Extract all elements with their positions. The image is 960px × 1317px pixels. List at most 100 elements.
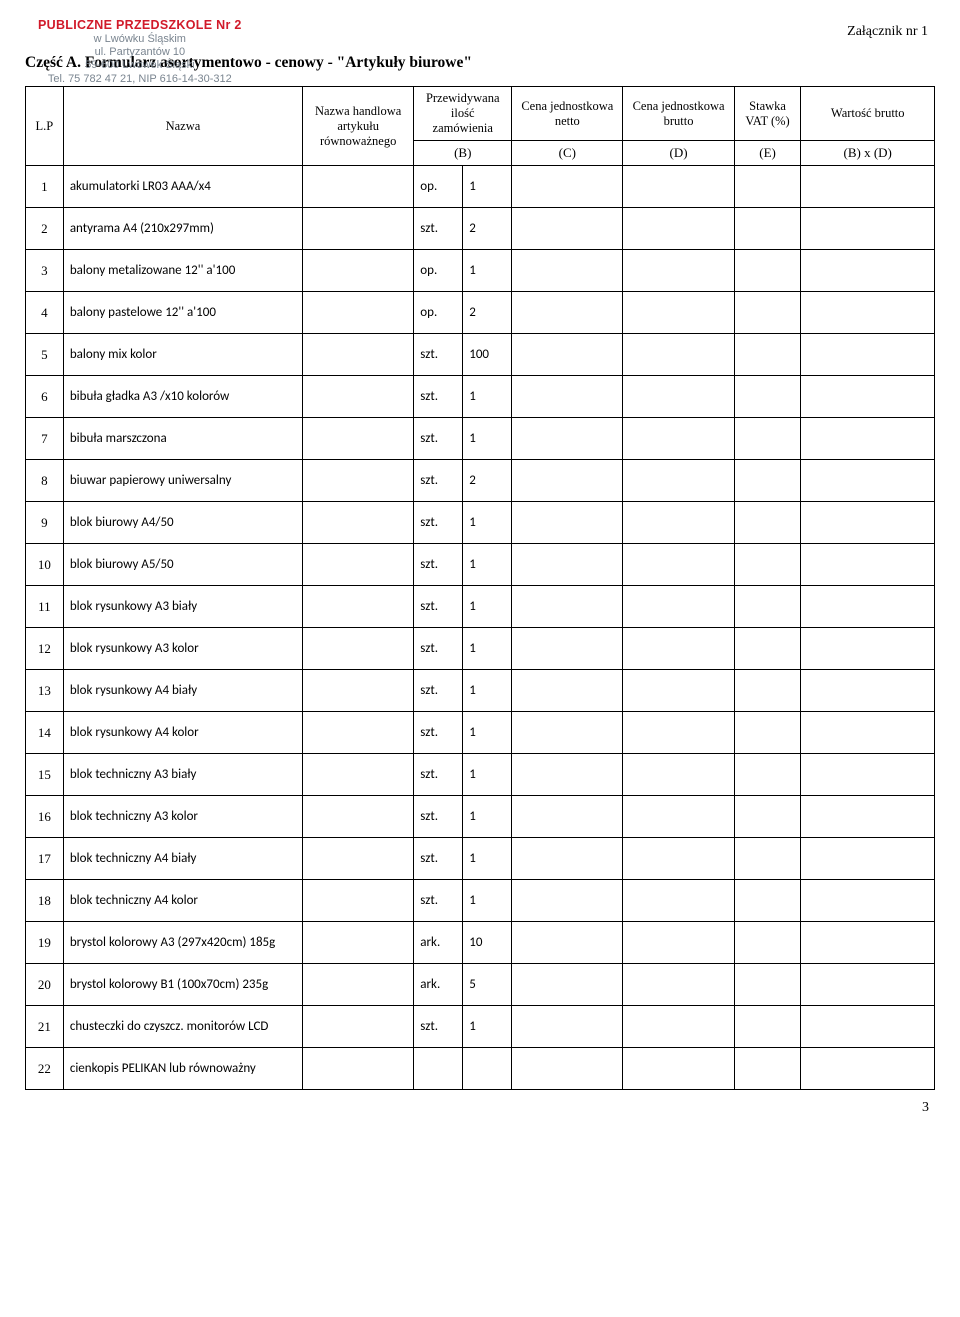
cell-eq xyxy=(303,838,414,880)
cell-unit: op. xyxy=(414,166,463,208)
table-row: 9blok biurowy A4/50szt.1 xyxy=(26,502,935,544)
cell-brutto xyxy=(623,376,734,418)
cell-name: brystol kolorowy A3 (297x420cm) 185g xyxy=(63,922,302,964)
cell-total xyxy=(801,250,935,292)
th-total: Wartość brutto xyxy=(801,87,935,141)
cell-lp: 22 xyxy=(26,1048,64,1090)
th-qty: Przewidywana ilość zamówienia xyxy=(414,87,512,141)
cell-name: blok rysunkowy A3 kolor xyxy=(63,628,302,670)
cell-eq xyxy=(303,250,414,292)
cell-unit: szt. xyxy=(414,460,463,502)
cell-total xyxy=(801,712,935,754)
cell-brutto xyxy=(623,208,734,250)
cell-unit: szt. xyxy=(414,502,463,544)
cell-vat xyxy=(734,964,801,1006)
table-row: 22cienkopis PELIKAN lub równoważny xyxy=(26,1048,935,1090)
cell-total xyxy=(801,460,935,502)
table-row: 2antyrama A4 (210x297mm)szt.2 xyxy=(26,208,935,250)
cell-eq xyxy=(303,964,414,1006)
table-body: 1akumulatorki LR03 AAA/x4op.12antyrama A… xyxy=(26,166,935,1090)
cell-lp: 21 xyxy=(26,1006,64,1048)
table-row: 10blok biurowy A5/50szt.1 xyxy=(26,544,935,586)
cell-unit xyxy=(414,1048,463,1090)
cell-name: blok biurowy A5/50 xyxy=(63,544,302,586)
cell-vat xyxy=(734,376,801,418)
cell-unit: szt. xyxy=(414,838,463,880)
cell-qty: 1 xyxy=(463,712,512,754)
items-table: L.P Nazwa Nazwa handlowa artykułu równow… xyxy=(25,86,935,1090)
table-row: 11blok rysunkowy A3 białyszt.1 xyxy=(26,586,935,628)
th-b: (B) xyxy=(414,141,512,166)
cell-total xyxy=(801,544,935,586)
th-netto: Cena jednostkowa netto xyxy=(512,87,623,141)
cell-qty: 10 xyxy=(463,922,512,964)
table-row: 19brystol kolorowy A3 (297x420cm) 185gar… xyxy=(26,922,935,964)
cell-unit: szt. xyxy=(414,544,463,586)
cell-eq xyxy=(303,670,414,712)
cell-brutto xyxy=(623,460,734,502)
cell-total xyxy=(801,208,935,250)
cell-total xyxy=(801,166,935,208)
cell-vat xyxy=(734,544,801,586)
cell-name: blok rysunkowy A4 biały xyxy=(63,670,302,712)
cell-total xyxy=(801,586,935,628)
cell-qty xyxy=(463,1048,512,1090)
cell-netto xyxy=(512,208,623,250)
cell-unit: szt. xyxy=(414,754,463,796)
cell-brutto xyxy=(623,586,734,628)
cell-vat xyxy=(734,712,801,754)
cell-unit: szt. xyxy=(414,418,463,460)
cell-unit: szt. xyxy=(414,1006,463,1048)
cell-total xyxy=(801,922,935,964)
cell-lp: 6 xyxy=(26,376,64,418)
cell-netto xyxy=(512,796,623,838)
cell-vat xyxy=(734,208,801,250)
th-brutto: Cena jednostkowa brutto xyxy=(623,87,734,141)
cell-eq xyxy=(303,880,414,922)
cell-unit: op. xyxy=(414,292,463,334)
table-row: 12blok rysunkowy A3 kolorszt.1 xyxy=(26,628,935,670)
cell-eq xyxy=(303,1048,414,1090)
cell-eq xyxy=(303,754,414,796)
cell-name: bibuła gładka A3 /x10 kolorów xyxy=(63,376,302,418)
cell-total xyxy=(801,838,935,880)
cell-total xyxy=(801,670,935,712)
table-row: 20brystol kolorowy B1 (100x70cm) 235gark… xyxy=(26,964,935,1006)
cell-lp: 14 xyxy=(26,712,64,754)
cell-lp: 8 xyxy=(26,460,64,502)
cell-vat xyxy=(734,418,801,460)
table-row: 15blok techniczny A3 białyszt.1 xyxy=(26,754,935,796)
cell-vat xyxy=(734,670,801,712)
cell-lp: 15 xyxy=(26,754,64,796)
cell-qty: 100 xyxy=(463,334,512,376)
cell-netto xyxy=(512,418,623,460)
cell-name: bibuła marszczona xyxy=(63,418,302,460)
cell-netto xyxy=(512,964,623,1006)
cell-name: blok rysunkowy A4 kolor xyxy=(63,712,302,754)
cell-netto xyxy=(512,838,623,880)
cell-total xyxy=(801,376,935,418)
cell-qty: 1 xyxy=(463,166,512,208)
cell-vat xyxy=(734,502,801,544)
cell-brutto xyxy=(623,292,734,334)
cell-brutto xyxy=(623,712,734,754)
cell-eq xyxy=(303,460,414,502)
cell-eq xyxy=(303,544,414,586)
cell-brutto xyxy=(623,838,734,880)
attachment-label: Załącznik nr 1 xyxy=(847,24,928,40)
cell-qty: 1 xyxy=(463,754,512,796)
table-row: 4balony pastelowe 12'' a'100op.2 xyxy=(26,292,935,334)
cell-lp: 1 xyxy=(26,166,64,208)
cell-lp: 13 xyxy=(26,670,64,712)
cell-netto xyxy=(512,250,623,292)
cell-qty: 1 xyxy=(463,880,512,922)
cell-lp: 20 xyxy=(26,964,64,1006)
cell-total xyxy=(801,880,935,922)
cell-qty: 5 xyxy=(463,964,512,1006)
cell-name: cienkopis PELIKAN lub równoważny xyxy=(63,1048,302,1090)
cell-lp: 18 xyxy=(26,880,64,922)
cell-brutto xyxy=(623,544,734,586)
cell-lp: 16 xyxy=(26,796,64,838)
cell-unit: szt. xyxy=(414,586,463,628)
cell-total xyxy=(801,292,935,334)
